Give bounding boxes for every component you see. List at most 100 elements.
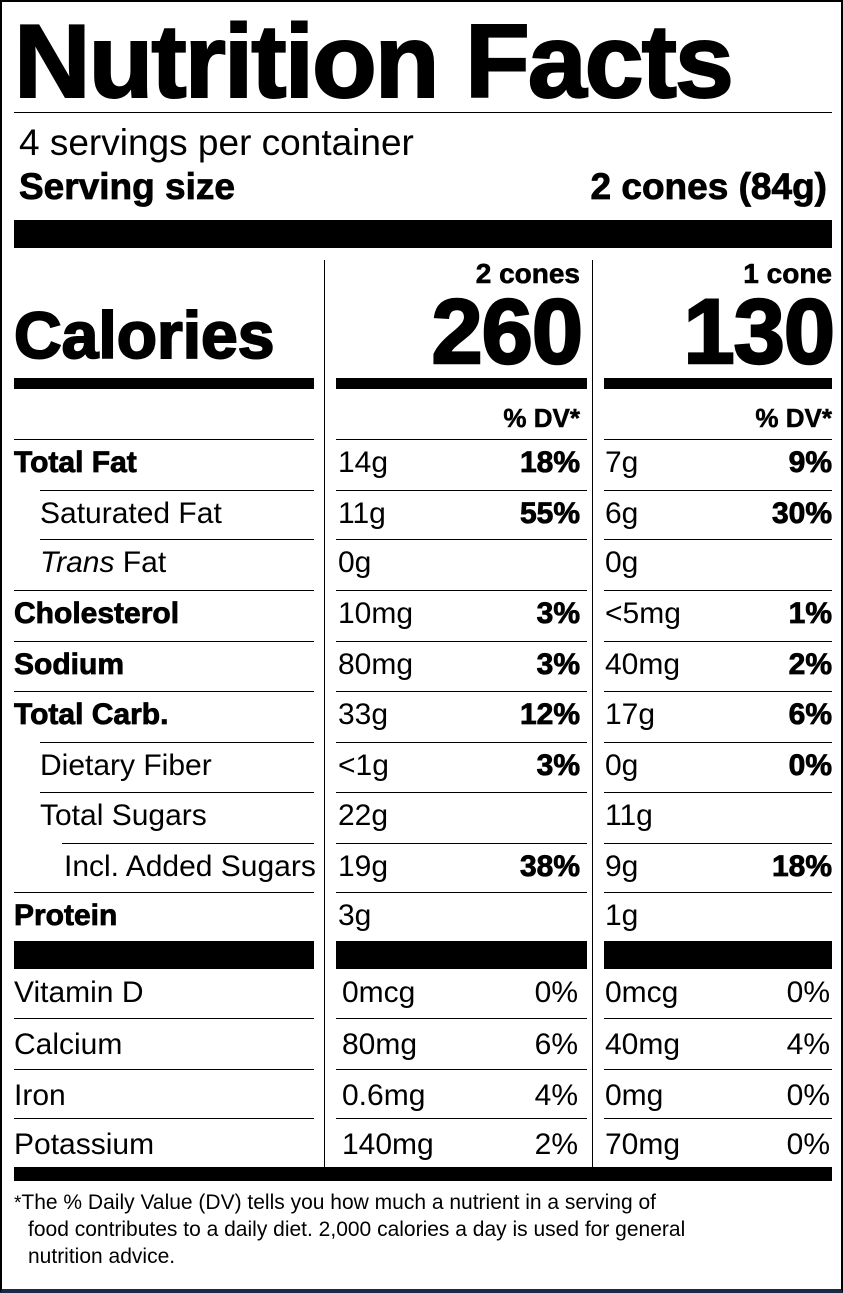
footnote-line-3: nutrition advice. (28, 1244, 176, 1268)
row-divider (14, 691, 314, 692)
nutrient-name: Protein (14, 899, 118, 932)
vitamin-dv-col2: 0% (786, 976, 830, 1009)
nutrient-dv-col2: 30% (771, 497, 833, 530)
thick-divider-vitamins-name (14, 941, 314, 969)
nutrient-name-text: Incl. Added Sugars (64, 850, 316, 883)
row-divider (336, 892, 587, 893)
vitamin-dv-col1: 2% (534, 1128, 578, 1161)
vitamin-divider (604, 1069, 832, 1070)
footnote-line-1: The % Daily Value (DV) tells you how muc… (21, 1191, 656, 1214)
nutrient-name-text: Dietary Fiber (40, 749, 212, 782)
label-title: Nutrition Facts (13, 4, 735, 120)
nutrient-name-text: Protein (14, 899, 118, 932)
column-separator-2 (592, 260, 593, 1167)
vitamin-amount-col1: 140mg (342, 1128, 434, 1161)
nutrient-name: Saturated Fat (40, 499, 222, 529)
row-divider (604, 742, 832, 743)
nutrient-name: Cholesterol (14, 597, 180, 630)
vitamin-divider (604, 1018, 832, 1019)
nutrient-name-italic: Trans (40, 546, 115, 579)
thick-divider-vitamins-col1 (336, 941, 587, 969)
calories-value-2-cones: 260 (430, 281, 584, 383)
row-divider (604, 792, 832, 793)
nutrient-dv-col2: 1% (788, 597, 832, 630)
row-divider (336, 792, 587, 793)
nutrient-dv-col1: 12% (519, 698, 581, 731)
nutrient-dv-col2: 9% (788, 446, 832, 479)
vitamin-name: Vitamin D (14, 976, 144, 1009)
dv-header-col1: % DV* (503, 403, 580, 433)
serving-size-value: 2 cones (84g) (590, 166, 827, 207)
row-divider (14, 892, 314, 893)
nutrient-amount-col2: 17g (605, 698, 656, 731)
calories-label: Calories (13, 298, 275, 372)
nutrient-amount-col2: 0g (605, 749, 639, 782)
vitamin-dv-col2: 0% (786, 1128, 830, 1161)
nutrient-amount-col1: 80mg (338, 648, 414, 681)
nutrient-dv-col1: 3% (536, 749, 580, 782)
thick-divider-top (14, 220, 832, 248)
vitamin-divider (336, 1018, 587, 1019)
nutrient-amount-col1: 22g (338, 799, 389, 832)
calories-divider-name (14, 378, 314, 389)
row-divider (40, 792, 314, 793)
dv-header-col2: % DV* (755, 403, 832, 433)
footnote-line-2: food contributes to a daily diet. 2,000 … (28, 1217, 686, 1241)
column-header-1-cone: 1 cone (743, 258, 832, 289)
nutrient-dv-col1: 3% (536, 597, 580, 630)
nutrient-name: Total Fat (14, 447, 138, 478)
row-divider (40, 539, 314, 540)
nutrient-amount-col2: <5mg (605, 597, 681, 630)
nutrient-amount-col2: 0g (605, 546, 639, 579)
nutrient-name-text: Total Sugars (40, 799, 207, 832)
vitamin-divider (604, 1118, 832, 1119)
vitamin-dv-col2: 4% (786, 1028, 830, 1061)
nutrient-name-text: Fat (114, 546, 167, 579)
row-divider (604, 439, 832, 440)
vitamin-amount-col2: 0mcg (605, 976, 679, 1009)
row-divider (604, 490, 832, 491)
vitamin-divider (14, 1018, 314, 1019)
thick-divider-bottom (14, 1167, 832, 1181)
row-divider (336, 439, 587, 440)
row-divider (62, 843, 314, 844)
vitamin-name: Calcium (14, 1028, 123, 1061)
vitamin-divider (336, 1069, 587, 1070)
row-divider (14, 641, 314, 642)
vitamin-dv-col1: 6% (534, 1028, 578, 1061)
column-separator-1 (324, 260, 325, 1167)
nutrient-dv-col1: 55% (519, 497, 581, 530)
nutrient-name-text: Saturated Fat (40, 497, 222, 530)
vitamin-name: Iron (14, 1079, 66, 1112)
vitamin-amount-col2: 0mg (605, 1079, 664, 1112)
vitamin-amount-col1: 80mg (342, 1028, 418, 1061)
nutrient-name-text: Cholesterol (14, 597, 180, 630)
vitamin-divider (14, 1069, 314, 1070)
nutrient-dv-col2: 2% (788, 648, 832, 681)
nutrient-amount-col1: 10mg (338, 597, 414, 630)
row-divider (336, 490, 587, 491)
row-divider (336, 539, 587, 540)
title-divider (14, 112, 832, 113)
nutrient-name-text: Sodium (14, 648, 125, 681)
nutrient-dv-col2: 6% (788, 698, 832, 731)
row-divider (604, 892, 832, 893)
calories-value-1-cone: 130 (682, 281, 836, 383)
row-divider (604, 539, 832, 540)
row-divider (604, 590, 832, 591)
vitamin-amount-col2: 40mg (605, 1028, 681, 1061)
row-divider (336, 843, 587, 844)
footnote-star: * (14, 1193, 22, 1214)
vitamin-divider (14, 1118, 314, 1119)
nutrient-dv-col1: 3% (536, 648, 580, 681)
row-divider (40, 742, 314, 743)
nutrient-name: Sodium (14, 648, 125, 681)
row-divider (14, 590, 314, 591)
nutrient-amount-col1: 19g (338, 850, 389, 883)
row-divider (604, 691, 832, 692)
row-divider (40, 490, 314, 491)
vitamin-dv-col1: 4% (534, 1079, 578, 1112)
row-divider (604, 641, 832, 642)
vitamin-divider (336, 1118, 587, 1119)
nutrient-amount-col2: 6g (605, 497, 639, 530)
